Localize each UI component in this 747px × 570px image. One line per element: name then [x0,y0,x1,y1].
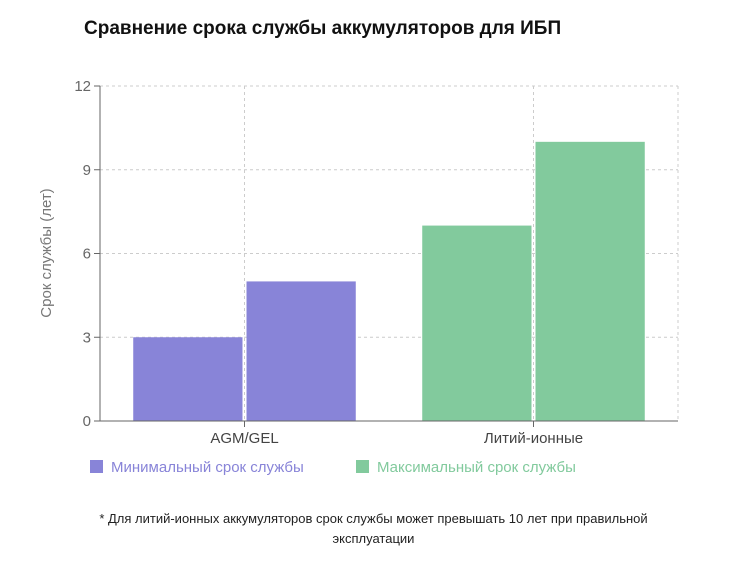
bar-max-1 [535,141,645,422]
y-tick-label: 6 [83,246,91,263]
bar-chart: 0 3 6 9 12 AGM/GEL Литий-ионные Срок службы (… [38,78,679,476]
y-tick-label: 3 [83,329,91,346]
bar-min-1 [422,225,532,421]
y-axis-label: Срок службы (лет) [38,188,55,317]
legend-label: Максимальный срок службы [377,459,576,476]
y-tick-label: 0 [83,413,91,430]
legend-swatch [356,460,369,473]
footnote-line-2: эксплуатации [332,531,415,546]
chart-title: Сравнение срока службы аккумуляторов для… [84,18,562,39]
bar-min-0 [133,337,243,421]
x-category-label: AGM/GEL [210,430,278,447]
x-category-labels: AGM/GEL Литий-ионные [210,430,583,447]
legend-label: Минимальный срок службы [111,459,304,476]
x-category-label: Литий-ионные [484,430,583,447]
y-tick-label: 9 [83,162,91,179]
y-tick-labels: 0 3 6 9 12 [74,78,91,430]
bars [133,141,645,422]
axes [94,85,678,427]
legend: Минимальный срок службы Максимальный срок… [90,459,576,476]
legend-swatch [90,460,103,473]
y-tick-label: 12 [74,78,91,95]
footnote: * Для литий-ионных аккумуляторов срок сл… [0,509,747,549]
footnote-line-1: * Для литий-ионных аккумуляторов срок сл… [99,511,648,526]
bar-max-0 [246,281,356,421]
